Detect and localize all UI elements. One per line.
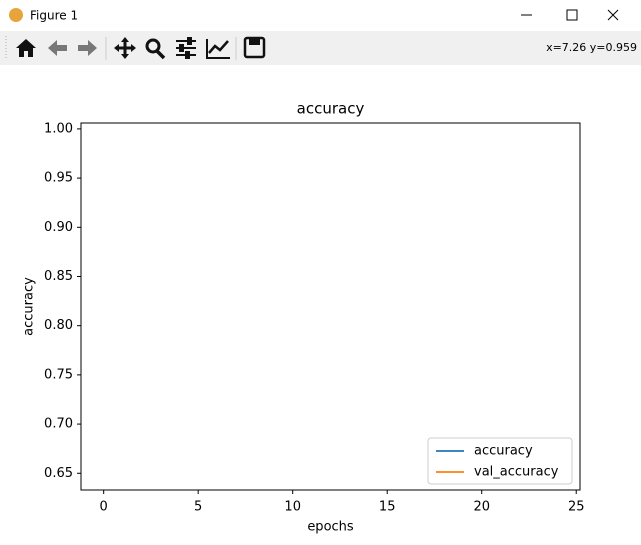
x-tick-label: 25 bbox=[568, 500, 585, 515]
pan-button[interactable] bbox=[114, 37, 136, 59]
y-tick-label: 0.75 bbox=[44, 367, 73, 382]
plot: accuracy epochs accuracy 0 5 10 15 20 25 0.65 0.70… bbox=[22, 100, 585, 535]
zoom-button[interactable] bbox=[145, 38, 161, 54]
save-button[interactable] bbox=[243, 36, 266, 59]
axes-button[interactable] bbox=[206, 39, 230, 59]
y-tick-label: 0.90 bbox=[44, 220, 73, 235]
home-button[interactable] bbox=[16, 39, 36, 57]
title-bar bbox=[0, 0, 641, 31]
cursor-coordinates: x=7.26 y=0.959 bbox=[546, 41, 637, 54]
y-axis-label: accuracy bbox=[22, 277, 37, 336]
close-button[interactable] bbox=[607, 9, 619, 21]
x-tick-label: 5 bbox=[194, 500, 202, 515]
y-tick-label: 0.95 bbox=[44, 171, 73, 186]
x-tick-label: 10 bbox=[284, 500, 301, 515]
y-tick-label: 1.00 bbox=[44, 121, 73, 136]
back-button[interactable] bbox=[48, 40, 67, 56]
x-tick-label: 15 bbox=[379, 500, 396, 515]
chart-title: accuracy bbox=[297, 100, 365, 118]
window-title: Figure 1 bbox=[30, 9, 78, 23]
save-icon-detail bbox=[249, 39, 260, 45]
x-tick-label: 0 bbox=[100, 500, 108, 515]
y-tick-label: 0.65 bbox=[44, 466, 73, 481]
zoom-handle bbox=[155, 49, 166, 60]
y-tick-label: 0.85 bbox=[44, 269, 73, 284]
maximize-button[interactable] bbox=[566, 9, 578, 21]
app-icon bbox=[9, 8, 23, 22]
configure-button[interactable] bbox=[176, 37, 196, 59]
legend-label: val_accuracy bbox=[474, 465, 559, 480]
forward-button[interactable] bbox=[78, 40, 97, 56]
y-tick-label: 0.80 bbox=[44, 318, 73, 333]
toolbar bbox=[0, 31, 641, 65]
legend-label: accuracy bbox=[474, 444, 533, 459]
axes-frame bbox=[80, 122, 581, 491]
x-axis-label: epochs bbox=[307, 520, 354, 535]
axes-icon-line bbox=[208, 40, 229, 54]
y-tick-label: 0.70 bbox=[44, 417, 73, 432]
x-tick-label: 20 bbox=[473, 500, 490, 515]
